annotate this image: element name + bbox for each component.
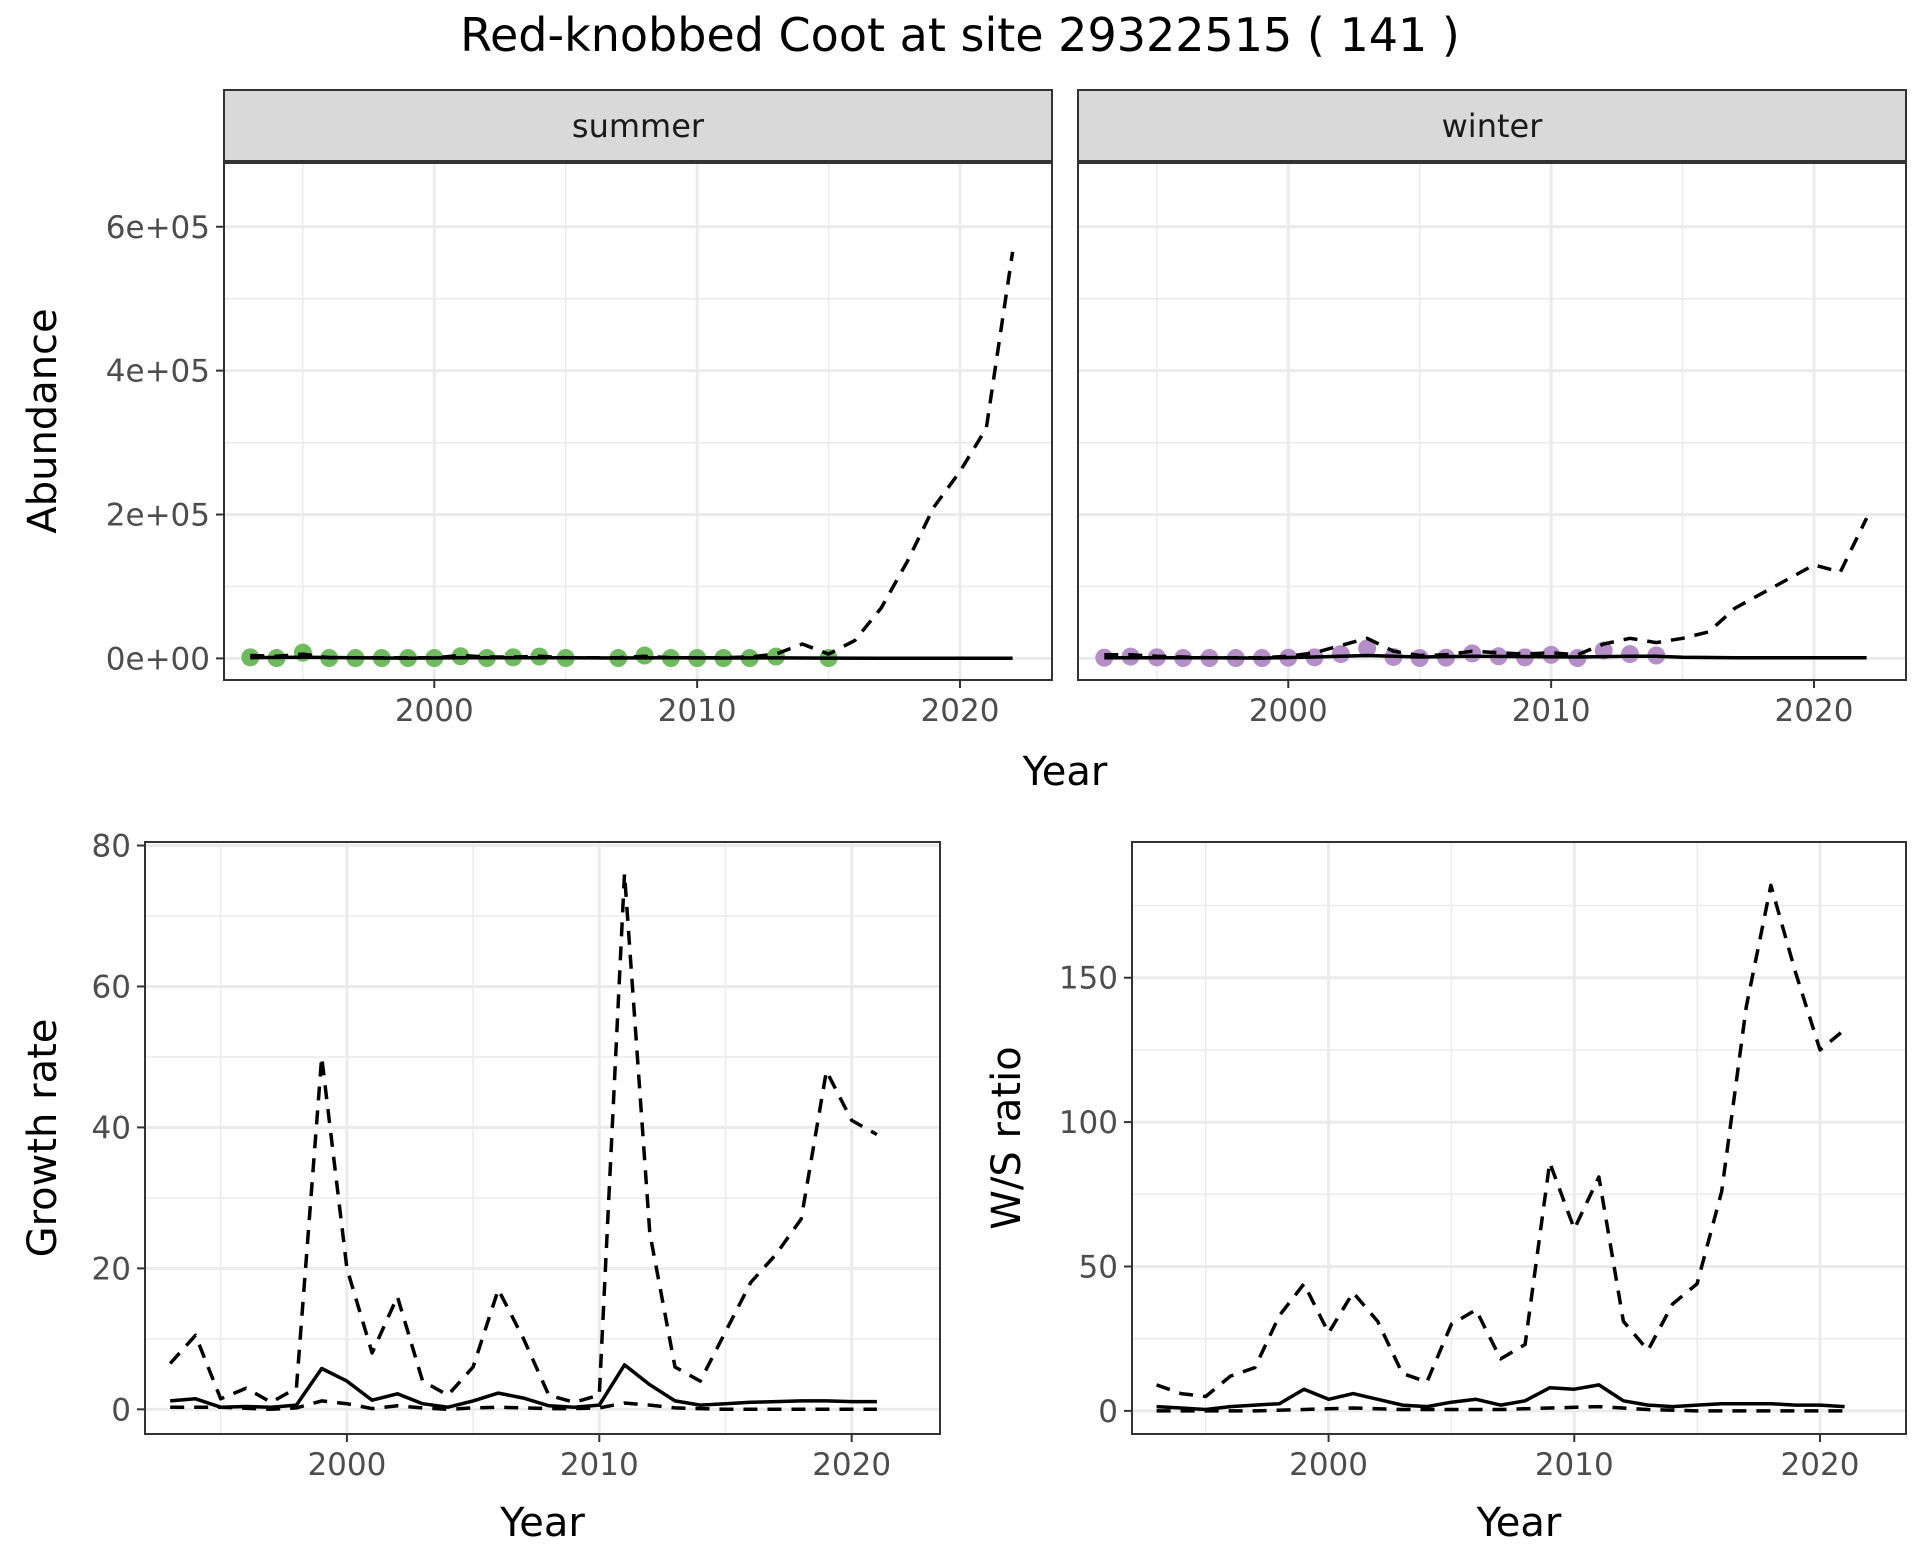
y-tick-label: 50 (1079, 1250, 1118, 1286)
x-tick-label: 2010 (1535, 1447, 1614, 1483)
y-tick-label: 6e+05 (106, 210, 210, 246)
shared-x-axis-title: Year (1022, 749, 1108, 795)
x-tick-label: 2010 (658, 693, 737, 729)
panel-winter: winter 2000 2010 2020 (1077, 89, 1907, 729)
x-axis-title: Year (1476, 1500, 1562, 1546)
x-tick-label: 2000 (395, 693, 474, 729)
y-tick-label: 100 (1059, 1105, 1118, 1141)
data-point (241, 648, 260, 667)
facet-strip (223, 89, 1053, 163)
x-tick-label: 2010 (560, 1447, 639, 1483)
y-tick-label: 150 (1059, 961, 1118, 997)
data-point (1542, 645, 1561, 664)
y-tick-label: 40 (92, 1110, 131, 1146)
panel-frame (1131, 841, 1907, 1435)
panel-frame (1077, 161, 1907, 681)
x-tick-label: 2020 (1775, 693, 1854, 729)
x-tick-label: 2000 (1289, 1447, 1368, 1483)
x-tick-label: 2000 (1249, 693, 1328, 729)
chart-title: Red-knobbed Coot at site 29322515 ( 141 … (460, 8, 1460, 62)
y-tick-label: 80 (92, 829, 131, 865)
dashed-series-line (1104, 517, 1869, 660)
solid-series-line (170, 1363, 877, 1409)
dashed-series-line (168, 871, 878, 1405)
panel-summer: summer 2000 2010 2020 0e+00 2e+05 4e+05 6e+05 Ab… (20, 89, 1053, 729)
y-tick-label: 2e+05 (106, 498, 210, 534)
y-tick-label: 0 (1098, 1394, 1118, 1430)
facet-strip (1077, 89, 1907, 163)
dashed-series-line (1156, 883, 1846, 1399)
y-tick-label: 0e+00 (106, 641, 210, 677)
x-tick-label: 2020 (921, 693, 1000, 729)
x-tick-label: 2020 (812, 1447, 891, 1483)
solid-series-line (1156, 1383, 1845, 1412)
x-axis-title: Year (499, 1500, 585, 1546)
facet-label: winter (1442, 107, 1544, 145)
dashed-series-line (1156, 1404, 1845, 1413)
solid-series-line (1104, 653, 1867, 660)
data-point (1331, 645, 1350, 664)
y-axis-title: Growth rate (20, 1019, 66, 1258)
panel-ws-ratio: 2000 2010 2020 0 50 100 150 W/S ratio Year (984, 841, 1907, 1546)
x-tick-label: 2010 (1512, 693, 1591, 729)
facet-label: summer (572, 107, 705, 145)
x-tick-label: 2020 (1781, 1447, 1860, 1483)
y-axis-title: Abundance (20, 308, 66, 533)
data-point (1621, 645, 1639, 664)
x-tick-label: 2000 (307, 1447, 386, 1483)
y-tick-label: 60 (92, 969, 131, 1005)
y-axis-title: W/S ratio (984, 1046, 1030, 1229)
y-tick-label: 0 (111, 1392, 131, 1428)
solid-series-line (250, 655, 1013, 661)
panel-growth-rate: 2000 2010 2020 0 20 40 60 80 Growth rate Year (20, 829, 941, 1546)
dashed-series-line (250, 251, 1015, 660)
panel-frame (144, 841, 941, 1435)
data-point (1358, 639, 1377, 658)
panel-frame (223, 161, 1053, 681)
x-axis-title: Year (1022, 749, 1108, 795)
y-tick-label: 20 (92, 1251, 131, 1287)
dashed-series-line (170, 1399, 877, 1412)
y-tick-label: 4e+05 (106, 354, 210, 390)
